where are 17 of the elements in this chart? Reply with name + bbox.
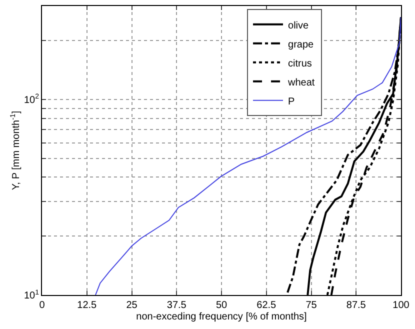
x-tick-label: 50 bbox=[216, 300, 228, 311]
legend-label: citrus bbox=[288, 58, 312, 70]
y-tick-label: 10$^{1}$ bbox=[24, 289, 40, 302]
x-tick-label: 75 bbox=[306, 300, 318, 311]
x-tick-label: 37.5 bbox=[166, 300, 187, 311]
legend-label: P bbox=[288, 96, 296, 108]
y-tick-label: 10$^{2}$ bbox=[24, 94, 40, 106]
legend-label: grape bbox=[288, 39, 314, 50]
legend-label: olive bbox=[288, 20, 310, 32]
legend-label: wheat bbox=[287, 77, 315, 88]
x-axis-title: non-exceding frequency [% of months] bbox=[136, 312, 308, 322]
x-tick-label: 0 bbox=[39, 300, 46, 311]
x-tick-label: 12.5 bbox=[77, 300, 98, 311]
x-tick-label: 87.5 bbox=[346, 300, 366, 311]
x-tick-label: 62.5 bbox=[256, 300, 277, 311]
x-tick-label: 100 bbox=[392, 300, 410, 311]
x-tick-label: 25 bbox=[126, 300, 138, 311]
